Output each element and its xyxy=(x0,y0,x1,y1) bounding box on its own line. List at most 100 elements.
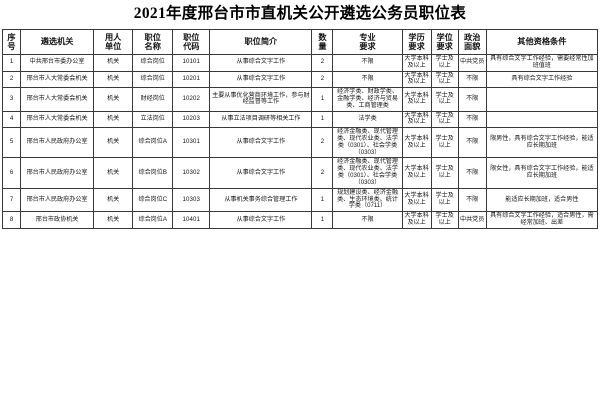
cell-pol: 不限 xyxy=(457,157,487,189)
column-header-seq: 序号 xyxy=(1,28,22,55)
cell-edu: 大学本科及以上 xyxy=(401,127,432,159)
cell-degree: 学士及以上 xyxy=(430,127,459,159)
cell-major: 规划建设类、经济金融类、生态环境类、统计学类（0711） xyxy=(332,187,403,213)
cell-pol: 中共党员 xyxy=(457,53,487,72)
cell-major: 不限 xyxy=(332,211,403,229)
cell-title: 综合岗位C xyxy=(132,187,174,213)
cell-pol: 不限 xyxy=(457,87,487,112)
cell-major: 不限 xyxy=(332,70,403,89)
cell-title: 综合岗位 xyxy=(132,70,174,89)
cell-title: 财经岗位 xyxy=(132,87,174,112)
cell-unit: 机关 xyxy=(93,87,134,112)
cell-seq: 7 xyxy=(1,187,22,213)
cell-degree: 学士及以上 xyxy=(430,110,459,129)
column-header-degree: 学位 要求 xyxy=(430,28,459,55)
cell-other: 具有综合文字工作经验，需要经常性加班值班 xyxy=(485,53,599,72)
cell-qty: 2 xyxy=(311,70,334,89)
table-header: 序号 遴选机关 用人 单位 职位 名称 职位 代码 职位简介 数量 专业 要求 学历 要求… xyxy=(1,28,599,55)
cell-major: 经济学类、财政学类、金融学类、经济与贸易类、工商管理类 xyxy=(332,87,403,112)
cell-qty: 2 xyxy=(311,127,334,159)
cell-qty: 2 xyxy=(311,157,334,189)
cell-unit: 机关 xyxy=(93,110,134,129)
cell-agency: 邢台市人民政府办公室 xyxy=(20,157,95,189)
cell-other xyxy=(485,110,599,129)
cell-major: 经济金融类、现代管理类、现代农业类、法学类（0301）、社会学类（0303） xyxy=(332,157,403,189)
cell-code: 10302 xyxy=(172,157,211,189)
cell-edu: 大学本科及以上 xyxy=(401,53,432,72)
table-row: 3 邢台市人大常委会机关 机关 财经岗位 10202 主要从事优化营商环境工作，参与财经监… xyxy=(1,87,599,112)
cell-unit: 机关 xyxy=(93,127,134,159)
column-header-major: 专业 要求 xyxy=(332,28,403,55)
cell-other xyxy=(485,87,599,112)
cell-code: 10303 xyxy=(172,187,211,213)
cell-code: 10101 xyxy=(172,53,211,72)
cell-intro: 从事立法项目调研等相关工作 xyxy=(209,110,313,129)
table-row: 1 中共邢台市委办公室 机关 综合岗位 10101 从事综合文字工作 2 不限 大学本科及以上学… xyxy=(1,53,599,72)
cell-edu: 大学本科及以上 xyxy=(401,70,432,89)
table-row: 5 邢台市人民政府办公室 机关 综合岗位A 10301 从事综合文字工作 2 经济金融类、现代… xyxy=(1,127,599,159)
cell-qty: 1 xyxy=(311,87,334,112)
cell-degree: 学士及以上 xyxy=(430,70,459,89)
cell-title: 综合岗位 xyxy=(132,53,174,72)
column-header-unit: 用人 单位 xyxy=(93,28,134,55)
column-header-code: 职位 代码 xyxy=(172,28,211,55)
cell-pol: 不限 xyxy=(457,127,487,159)
table-row: 8 邢台市政协机关 机关 综合岗位A 10401 从事综合文字工作 1 不限 大学本科及以上 学士… xyxy=(1,211,599,229)
cell-seq: 8 xyxy=(1,211,22,229)
cell-code: 10401 xyxy=(172,211,211,229)
cell-agency: 邢台市人大常委会机关 xyxy=(20,70,95,89)
cell-intro: 从事综合文字工作 xyxy=(209,211,313,229)
cell-degree: 学士及以上 xyxy=(430,211,459,229)
header-row: 序号 遴选机关 用人 单位 职位 名称 职位 代码 职位简介 数量 专业 要求 学历 要求… xyxy=(1,28,599,55)
cell-title: 综合岗位A xyxy=(132,211,174,229)
cell-qty: 1 xyxy=(311,187,334,213)
table-row: 2 邢台市人大常委会机关 机关 综合岗位 10201 从事综合文字工作 2 不限 大学本科及以上… xyxy=(1,70,599,89)
cell-major: 法学类 xyxy=(332,110,403,129)
cell-pol: 中共党员 xyxy=(457,211,487,229)
cell-title: 综合岗位B xyxy=(132,157,174,189)
cell-qty: 1 xyxy=(311,211,334,229)
table-row: 4 邢台市人大常委会机关 机关 立法岗位 10203 从事立法项目调研等相关工作 1 法学类大… xyxy=(1,110,599,129)
cell-qty: 2 xyxy=(311,53,334,72)
cell-degree: 学士及以上 xyxy=(430,157,459,189)
cell-code: 10301 xyxy=(172,127,211,159)
cell-unit: 机关 xyxy=(93,211,134,229)
cell-edu: 大学本科及以上 xyxy=(401,211,432,229)
cell-edu: 大学本科及以上 xyxy=(401,187,432,213)
cell-seq: 3 xyxy=(1,87,22,112)
cell-intro: 从事综合文字工作 xyxy=(209,127,313,159)
cell-other: 限男性，具有综合文字工作经验，能适应长期加班 xyxy=(485,127,599,159)
cell-other: 具有综合文字工作经验 xyxy=(485,70,599,89)
column-header-intro: 职位简介 xyxy=(209,28,313,55)
cell-major: 不限 xyxy=(332,53,403,72)
cell-seq: 2 xyxy=(1,70,22,89)
cell-title: 立法岗位 xyxy=(132,110,174,129)
cell-intro: 从事综合文字工作 xyxy=(209,157,313,189)
table-row: 6 邢台市人民政府办公室 机关 综合岗位B 10302 从事综合文字工作 2 经济金融类、现代… xyxy=(1,157,599,189)
column-header-other: 其他资格条件 xyxy=(485,28,599,55)
column-header-title: 职位 名称 xyxy=(132,28,174,55)
cell-code: 10202 xyxy=(172,87,211,112)
cell-agency: 中共邢台市委办公室 xyxy=(20,53,95,72)
cell-intro: 从事综合文字工作 xyxy=(209,70,313,89)
cell-unit: 机关 xyxy=(93,157,134,189)
cell-agency: 邢台市人大常委会机关 xyxy=(20,110,95,129)
cell-degree: 学士及以上 xyxy=(430,187,459,213)
cell-major: 经济金融类、现代管理类、现代农业类、法学类（0301）、社会学类（0303） xyxy=(332,127,403,159)
cell-seq: 4 xyxy=(1,110,22,129)
table-row: 7 邢台市人民政府办公室 机关 综合岗位C 10303 从事机关事务综合管理工作 1 规划建设… xyxy=(1,187,599,213)
table-body: 1 中共邢台市委办公室 机关 综合岗位 10101 从事综合文字工作 2 不限 大学本科及以上学… xyxy=(1,53,599,229)
cell-pol: 不限 xyxy=(457,187,487,213)
cell-title: 综合岗位A xyxy=(132,127,174,159)
cell-agency: 邢台市人民政府办公室 xyxy=(20,187,95,213)
column-header-pol: 政治 面貌 xyxy=(457,28,487,55)
cell-degree: 学士及以上 xyxy=(430,87,459,112)
cell-other: 具有综合文字工作经验，适合男性，需经常加班、出差 xyxy=(485,211,599,229)
cell-other: 能适应长期加班，适合男性 xyxy=(485,187,599,213)
cell-intro: 从事综合文字工作 xyxy=(209,53,313,72)
cell-unit: 机关 xyxy=(93,70,134,89)
cell-unit: 机关 xyxy=(93,53,134,72)
cell-qty: 1 xyxy=(311,110,334,129)
cell-degree: 学士及以上 xyxy=(430,53,459,72)
